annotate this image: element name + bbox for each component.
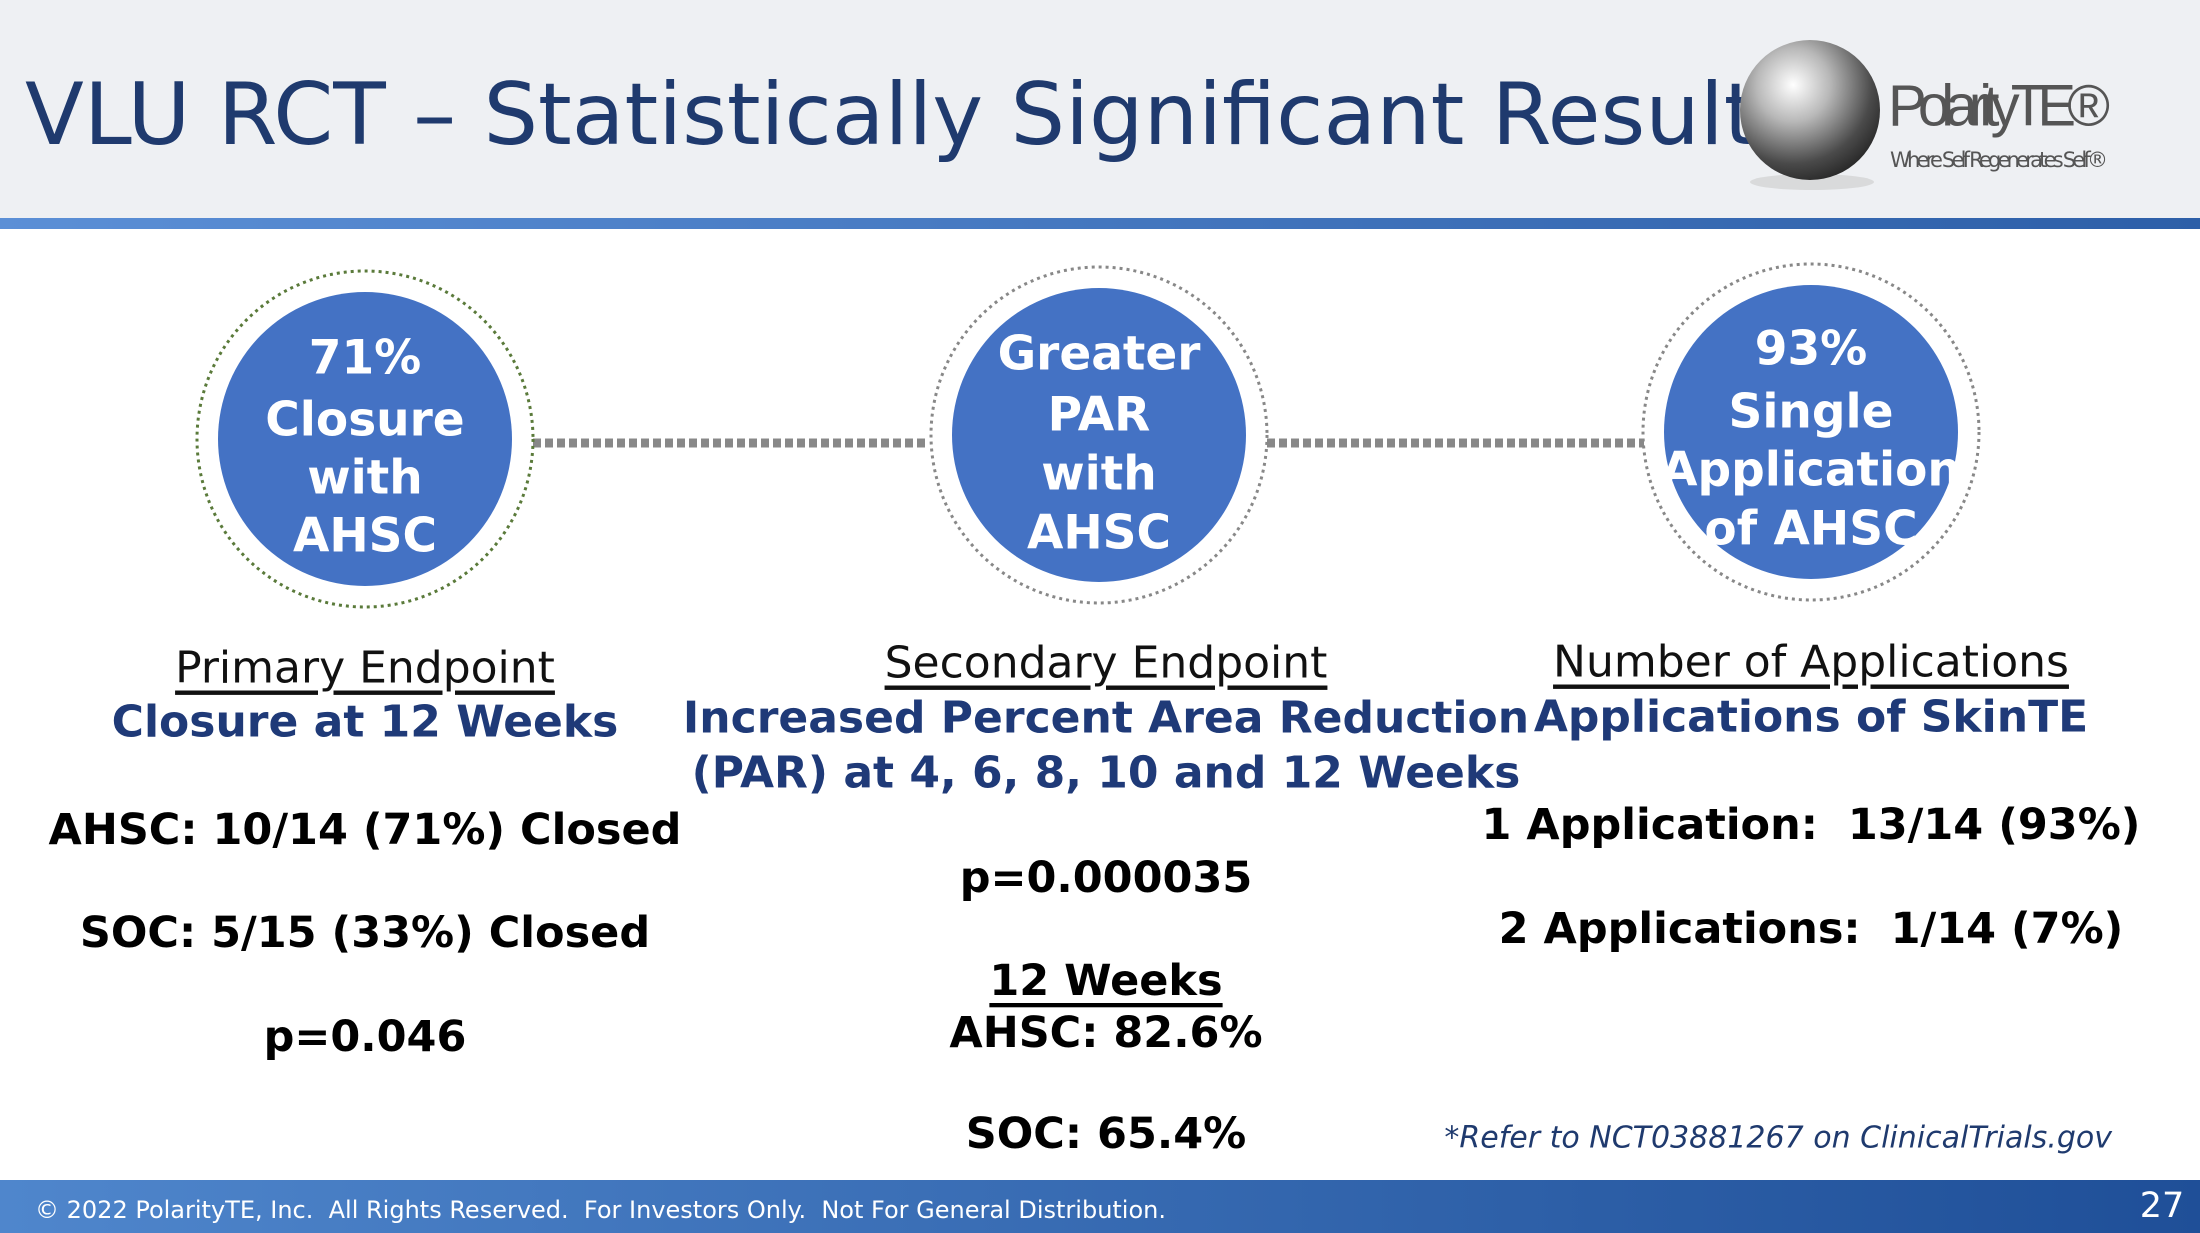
- copyright: © 2022 PolarityTE, Inc. All Rights Reser…: [35, 1196, 1166, 1224]
- result-line: AHSC: 10/14 (71%) Closed: [49, 805, 682, 855]
- circle-text: Application: [1661, 443, 1961, 498]
- circle-ring: [195, 269, 535, 609]
- circle-text: with: [1041, 447, 1156, 502]
- circle-text: Greater: [998, 327, 1202, 382]
- result-line: 1 Application: 13/14 (93%): [1482, 800, 2141, 850]
- footer-band: [0, 1180, 2200, 1233]
- circle-text: PAR: [1048, 388, 1151, 443]
- result-line: SOC: 65.4%: [966, 1109, 1246, 1159]
- result-line: AHSC: 82.6%: [949, 1008, 1262, 1058]
- circle-ring: [1641, 262, 1981, 602]
- header-rule: [0, 218, 2200, 229]
- result-line: p=0.046: [264, 1012, 467, 1062]
- heading: Primary Endpoint: [175, 643, 555, 694]
- subheading: Applications of SkinTE: [1534, 692, 2088, 743]
- subheading: Closure at 12 Weeks: [112, 697, 619, 748]
- result-line: SOC: 5/15 (33%) Closed: [80, 908, 650, 958]
- logo-name: PolarityTE®: [1888, 74, 2110, 139]
- result-line: 2 Applications: 1/14 (7%): [1499, 904, 2124, 954]
- circle: [218, 292, 512, 586]
- circle-text: with: [307, 451, 422, 506]
- title: VLU RCT – Statistically Significant Resu…: [25, 65, 1802, 165]
- circle-text: 71%: [309, 331, 422, 386]
- circle-text: AHSC: [293, 509, 437, 564]
- logo-shadow: [1750, 174, 1874, 190]
- heading: Number of Applications: [1553, 637, 2069, 688]
- column: Greater PAR with AHSC Secondary Endpoint…: [683, 265, 1529, 1159]
- logo-tagline: Where Self Regenerates Self®: [1890, 148, 2108, 172]
- circle-text: of AHSC: [1704, 502, 1917, 557]
- column: 71% Closure with AHSC Primary Endpoint C…: [49, 269, 682, 1062]
- circle: [1664, 285, 1958, 579]
- page-number: 27: [2140, 1186, 2185, 1226]
- heading: Secondary Endpoint: [885, 638, 1328, 689]
- column: 93% Single Application of AHSC Number of…: [1482, 262, 2141, 954]
- circle-text: AHSC: [1027, 506, 1171, 561]
- circle-ring: [929, 265, 1269, 605]
- footnote: *Refer to NCT03881267 on ClinicalTrials.…: [1444, 1121, 2113, 1156]
- logo-sphere: [1740, 40, 1880, 180]
- circle-text: Single: [1728, 385, 1893, 440]
- result-line: 12 Weeks: [989, 956, 1222, 1006]
- subheading: Increased Percent Area Reduction: [683, 693, 1529, 744]
- result-line: p=0.000035: [960, 853, 1253, 903]
- circle-text: 93%: [1755, 322, 1868, 377]
- subheading: (PAR) at 4, 6, 8, 10 and 12 Weeks: [692, 748, 1521, 799]
- circle: [952, 288, 1246, 582]
- circle-text: Closure: [265, 393, 464, 448]
